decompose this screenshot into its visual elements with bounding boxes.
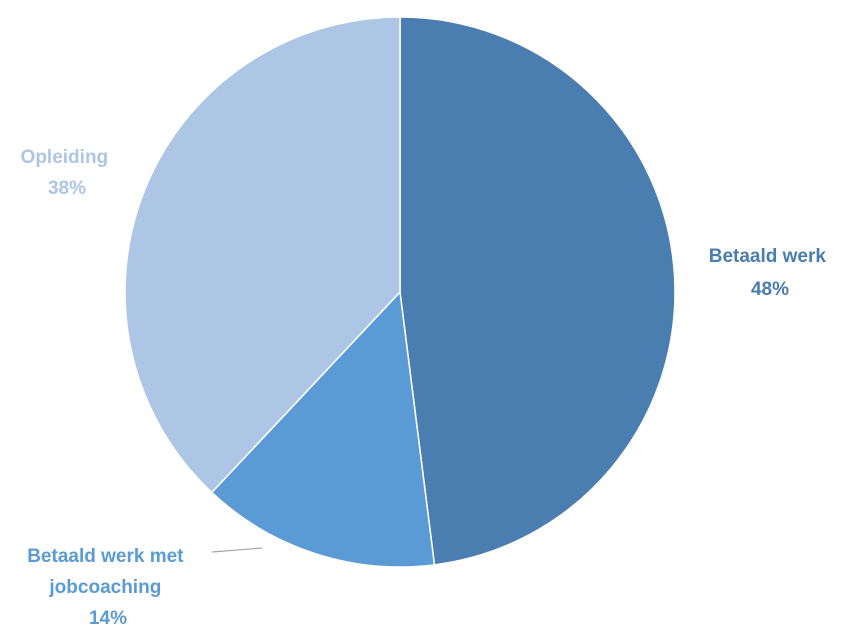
pie-slice-opleiding: [124, 16, 401, 494]
pie-slices: [124, 16, 676, 568]
slice-label-betaald-werk-percent: 48%: [751, 279, 789, 300]
pie-slice-betaald-werk: [399, 16, 676, 566]
slice-label-betaald-werk-name: Betaald werk: [709, 246, 827, 267]
leader-line-jobcoaching: [211, 547, 263, 553]
slice-label-jobcoaching-name-2: jobcoaching: [48, 577, 161, 598]
slice-label-betaald-werk: Betaald werk 48%: [709, 246, 832, 300]
slice-label-jobcoaching: Betaald werk met jobcoaching 14%: [27, 546, 189, 629]
slice-label-opleiding-percent: 38%: [48, 178, 86, 199]
pie-slice-betaald-werk-met-jobcoaching: [210, 290, 436, 568]
slice-label-opleiding-name: Opleiding: [21, 147, 109, 168]
slice-label-jobcoaching-percent: 14%: [89, 608, 127, 629]
slice-label-opleiding: Opleiding 38%: [21, 147, 114, 199]
slice-label-jobcoaching-name-1: Betaald werk met: [27, 546, 184, 567]
